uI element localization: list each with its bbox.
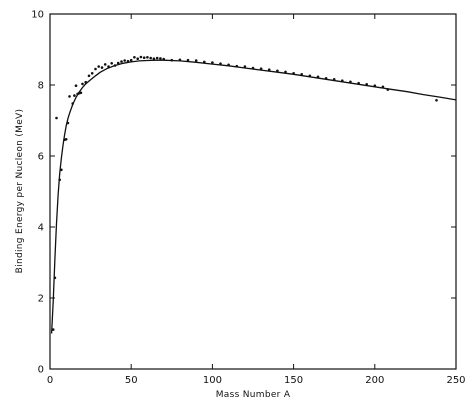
data-point [113, 64, 117, 67]
data-point [110, 62, 113, 65]
data-point [120, 60, 123, 63]
data-point [186, 58, 190, 62]
x-tick-label: 200 [365, 375, 384, 386]
data-points [51, 55, 438, 331]
data-point [87, 74, 91, 78]
y-tick-label: 8 [38, 81, 44, 92]
data-point [219, 62, 222, 65]
data-point [373, 84, 377, 87]
data-point [149, 56, 152, 60]
data-point [324, 77, 328, 80]
data-point [123, 59, 126, 62]
data-point [211, 61, 214, 64]
data-point [267, 68, 271, 71]
x-tick-label: 100 [203, 375, 222, 386]
data-point [66, 121, 70, 125]
data-point [64, 138, 68, 141]
x-tick-label: 0 [47, 375, 53, 386]
data-point [107, 65, 110, 68]
y-tick-label: 0 [38, 365, 44, 376]
data-point [53, 276, 57, 280]
x-tick-label: 150 [284, 375, 303, 386]
data-point [259, 67, 263, 70]
data-point [58, 178, 61, 182]
data-point [357, 81, 360, 85]
y-tick-label: 6 [38, 152, 44, 163]
data-point [90, 72, 94, 75]
data-point [84, 80, 87, 84]
y-tick-label: 4 [38, 223, 44, 234]
data-point [381, 85, 385, 89]
data-point [139, 55, 143, 59]
data-point [97, 65, 100, 68]
data-point [162, 57, 165, 61]
data-point [81, 82, 84, 86]
data-point [159, 57, 162, 60]
data-point [235, 64, 239, 68]
data-point [292, 72, 295, 75]
data-point [203, 60, 206, 64]
plot-frame [49, 13, 457, 370]
data-point [308, 74, 312, 78]
data-point [284, 70, 287, 74]
data-point [178, 58, 182, 62]
data-point [73, 94, 76, 97]
x-axis-label: Mass Number A [216, 390, 291, 400]
axis-ticks [49, 13, 457, 370]
data-point [79, 91, 83, 95]
data-point [170, 58, 174, 62]
data-point [142, 56, 146, 59]
data-point [51, 328, 55, 331]
y-axis-label: Binding Energy per Nucleon (MeV) [15, 109, 25, 274]
data-point [386, 88, 390, 91]
axis-tick-labels: 0 50 100 150 200 250 0 2 4 6 8 10 [31, 10, 465, 387]
data-point [129, 58, 133, 62]
data-point [227, 63, 230, 67]
data-point [152, 57, 156, 60]
data-point [126, 59, 130, 63]
data-point [136, 57, 139, 60]
data-point [74, 84, 78, 87]
data-point [60, 168, 63, 172]
data-point [194, 59, 198, 62]
data-point [316, 75, 320, 79]
data-point [300, 73, 304, 76]
data-point [94, 67, 97, 71]
data-point [68, 95, 71, 98]
data-point [116, 61, 120, 65]
data-point [251, 66, 255, 70]
data-point [55, 116, 58, 120]
data-point [276, 69, 279, 73]
data-point [365, 83, 369, 86]
data-point [341, 79, 344, 82]
y-tick-label: 10 [31, 10, 44, 21]
data-point [435, 99, 438, 102]
data-point [133, 56, 136, 59]
data-point [155, 56, 159, 60]
data-point [103, 63, 107, 66]
data-point [71, 102, 74, 105]
x-tick-label: 250 [446, 375, 465, 386]
data-point [146, 56, 149, 59]
data-point [100, 66, 104, 69]
fit-curve [50, 59, 457, 334]
x-tick-label: 50 [125, 375, 138, 386]
data-point [243, 65, 247, 68]
y-tick-label: 2 [38, 294, 44, 305]
data-point [332, 78, 336, 81]
data-point [349, 80, 352, 84]
